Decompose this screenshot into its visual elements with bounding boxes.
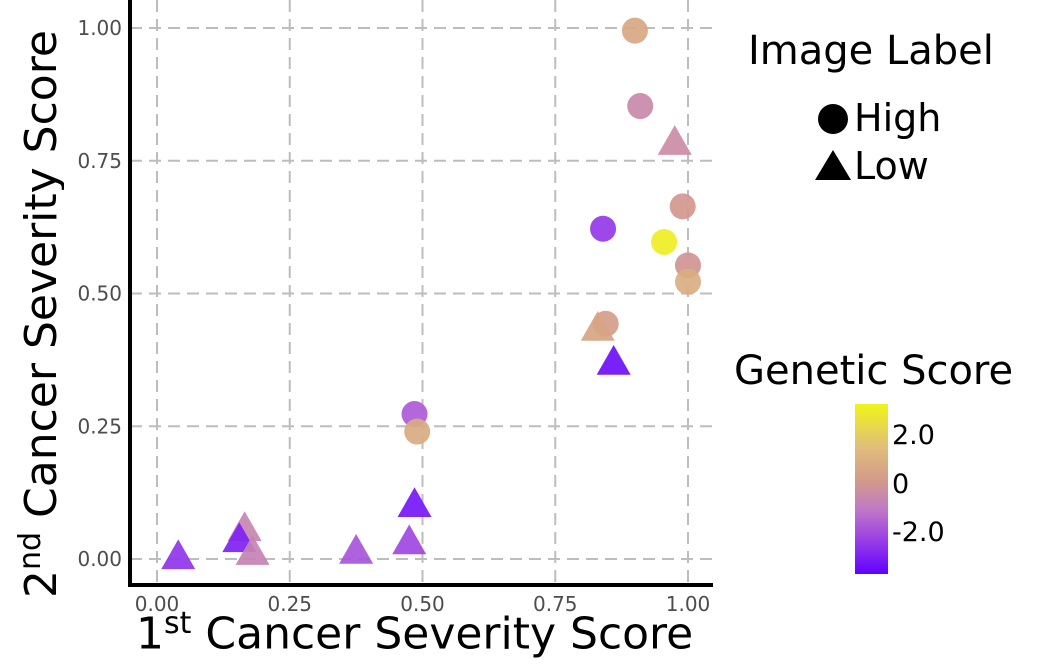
point-low — [392, 524, 427, 555]
y-tick-label: 0.25 — [77, 414, 122, 438]
point-low — [657, 125, 692, 155]
point-low — [235, 535, 270, 565]
legend-label-high: High — [854, 96, 942, 140]
point-high — [621, 17, 648, 44]
shape-legend-title: Image Label — [748, 28, 994, 74]
legend-item-high: High — [812, 96, 941, 140]
point-low — [397, 487, 432, 518]
color-legend-title: Genetic Score — [734, 348, 1014, 394]
x-tick-label: 0.50 — [400, 592, 445, 616]
point-high — [590, 215, 617, 242]
y-tick-label: 0.75 — [77, 149, 122, 173]
colorbar-tick-label: 0 — [892, 469, 910, 500]
y-tick-label: 1.00 — [77, 16, 122, 40]
y-axis-title: 2nd Cancer Severity Score — [4, 0, 67, 605]
colorbar-tick-label: 2.0 — [892, 420, 935, 451]
x-tick-label: 0.00 — [135, 592, 180, 616]
colorbar-tick-label: -2.0 — [892, 517, 945, 548]
y-tick-label: 0.50 — [77, 282, 122, 306]
point-low — [339, 534, 374, 564]
point-high — [651, 228, 678, 255]
x-tick-label: 0.25 — [267, 592, 312, 616]
point-low — [580, 311, 615, 341]
x-tick-label: 1.00 — [666, 592, 711, 616]
y-tick-label: 0.00 — [77, 547, 122, 571]
point-low — [161, 539, 196, 570]
circle-icon — [818, 104, 848, 134]
y-axis-title-text: 2nd Cancer Severity Score — [13, 30, 64, 598]
legend-label-low: Low — [854, 144, 929, 188]
colorbar — [855, 404, 888, 574]
x-axis-title: 1st Cancer Severity Score — [136, 606, 694, 660]
point-high — [404, 418, 431, 445]
point-high — [627, 93, 654, 120]
point-high — [669, 193, 696, 220]
legend-item-low: Low — [812, 144, 929, 188]
point-low — [596, 344, 631, 375]
triangle-icon — [815, 150, 851, 180]
point-high — [675, 268, 701, 295]
x-tick-label: 0.75 — [533, 592, 578, 616]
